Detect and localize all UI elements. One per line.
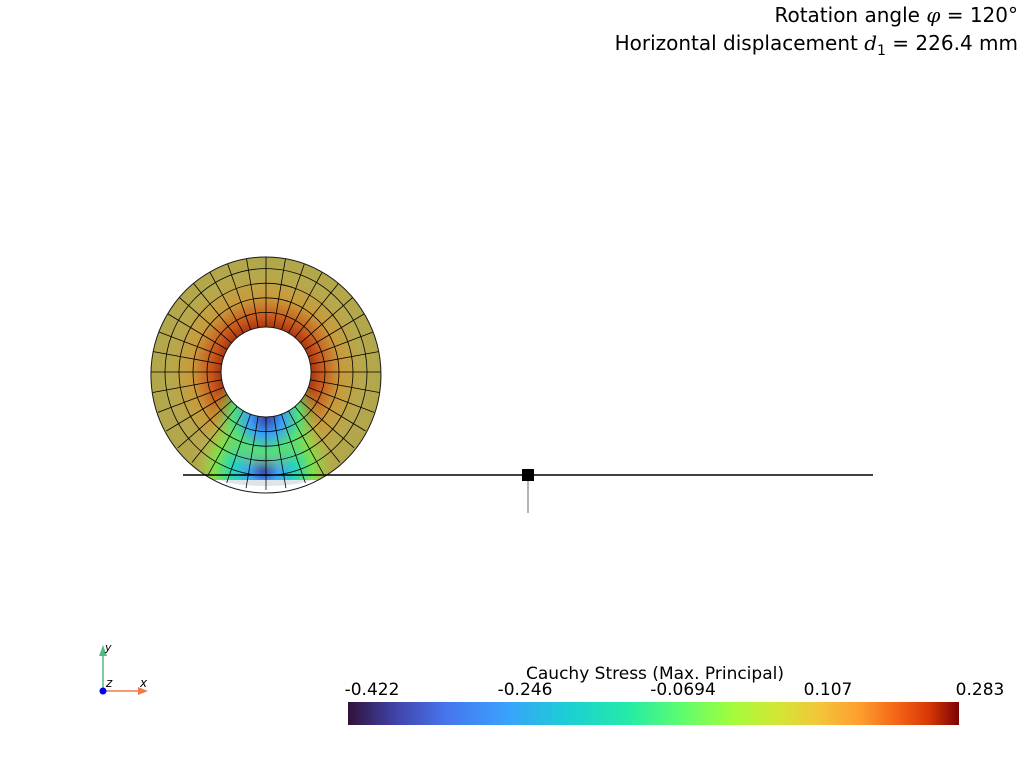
colorbar-tick-label: -0.0694 xyxy=(650,680,716,700)
mesh-radial-line xyxy=(288,410,324,475)
mesh-radial-line xyxy=(152,351,222,365)
colorbar-tick-label: 0.283 xyxy=(955,680,1005,700)
mesh-radial-line xyxy=(226,260,251,330)
mesh-radial-line xyxy=(245,416,259,489)
mesh-radial-line xyxy=(300,400,355,449)
orientation-axes: y x z xyxy=(99,641,148,695)
colorbar-gradient xyxy=(348,702,959,725)
mesh-radial-line xyxy=(308,387,375,413)
x-axis-arrowhead xyxy=(138,687,148,695)
mesh-radial-line xyxy=(288,269,324,334)
colorbar-tick-label: 0.107 xyxy=(803,680,853,700)
mesh-radial-line xyxy=(177,295,232,344)
mesh-radial-line xyxy=(157,387,224,413)
z-axis-label: z xyxy=(105,676,113,690)
mesh-radial-line xyxy=(294,281,341,338)
y-axis-label: y xyxy=(104,641,112,654)
mesh-radial-line xyxy=(304,394,366,432)
colorbar-tick-label: -0.246 xyxy=(497,680,553,700)
mesh-ring-line xyxy=(206,311,326,432)
mesh-radial-line xyxy=(177,400,232,449)
mesh-radial-line xyxy=(191,281,238,338)
control-point-marker[interactable] xyxy=(522,469,534,481)
mesh-radial-line xyxy=(294,406,341,463)
hollow-cylinder-shell[interactable] xyxy=(140,250,400,490)
mesh-ring-line xyxy=(192,297,340,447)
mesh-radial-line xyxy=(166,394,228,432)
colorbar-tick-label: -0.422 xyxy=(344,680,400,700)
mesh-radial-line xyxy=(157,331,224,357)
mesh-radial-line xyxy=(166,312,228,350)
mesh-radial-line xyxy=(226,414,251,484)
mesh-radial-line xyxy=(152,379,222,393)
colorbar-title: Cauchy Stress (Max. Principal) xyxy=(526,664,784,684)
mesh-radial-line xyxy=(310,379,380,393)
mesh-radial-line xyxy=(308,331,375,357)
mesh-radial-line xyxy=(281,414,306,484)
mesh-ring-line xyxy=(178,282,354,462)
mesh-radial-line xyxy=(273,257,287,328)
mesh-radial-line xyxy=(191,406,238,463)
mesh-radial-line xyxy=(300,295,355,344)
mesh-radial-line xyxy=(304,312,366,350)
z-axis-dot xyxy=(99,687,107,695)
mesh-radial-line xyxy=(208,410,244,475)
mesh-radial-line xyxy=(208,269,244,334)
rotation-angle-label: Rotation angle φ = 120° xyxy=(774,3,1018,27)
mesh-grid xyxy=(151,257,381,490)
mesh-radial-line xyxy=(281,260,306,330)
mesh-radial-line xyxy=(273,416,287,489)
x-axis-label: x xyxy=(139,676,148,690)
horizontal-displacement-label: Horizontal displacement d1 = 226.4 mm xyxy=(614,31,1018,59)
shell-outline xyxy=(150,256,382,494)
y-axis-arrowhead xyxy=(99,645,107,656)
mesh-radial-line xyxy=(245,257,259,328)
mesh-radial-line xyxy=(310,351,380,365)
